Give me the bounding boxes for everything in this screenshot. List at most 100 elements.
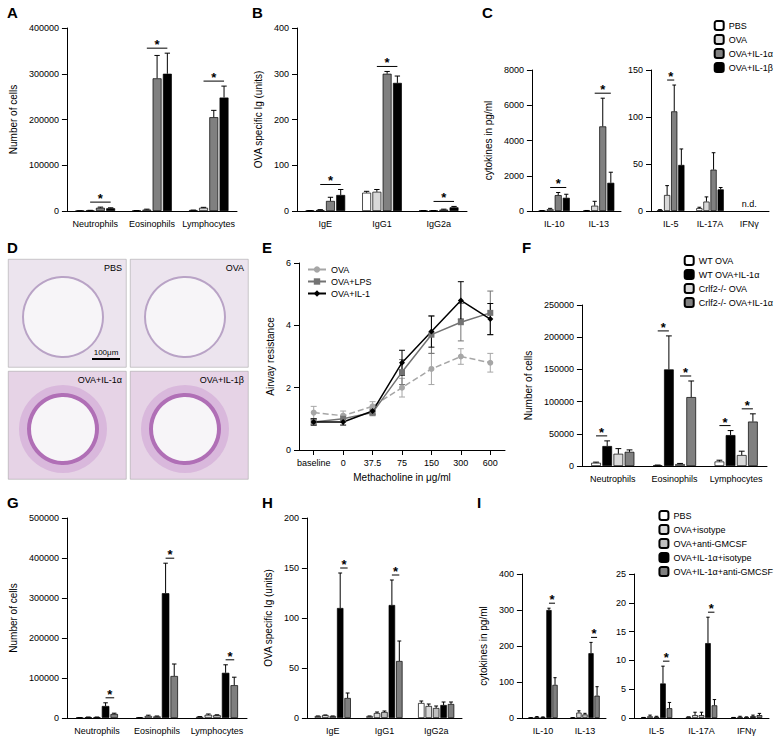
svg-text:400: 400 xyxy=(274,23,289,33)
svg-text:150: 150 xyxy=(284,563,299,573)
svg-text:*: * xyxy=(668,69,674,84)
svg-text:IFNγ: IFNγ xyxy=(740,219,759,229)
svg-text:400: 400 xyxy=(499,569,514,579)
svg-text:6000: 6000 xyxy=(504,100,524,110)
svg-text:OVA: OVA xyxy=(226,263,244,273)
svg-text:OVA+IL-1α+isotype: OVA+IL-1α+isotype xyxy=(673,553,751,563)
svg-text:200000: 200000 xyxy=(29,115,59,125)
svg-text:Lymphocytes: Lymphocytes xyxy=(710,474,763,484)
svg-text:IL-10: IL-10 xyxy=(544,219,565,229)
svg-text:B: B xyxy=(252,4,263,21)
svg-text:OVA+IL-1α: OVA+IL-1α xyxy=(78,375,122,385)
svg-text:0: 0 xyxy=(54,713,59,723)
svg-text:200: 200 xyxy=(274,115,289,125)
svg-text:*: * xyxy=(549,592,555,607)
svg-text:A: A xyxy=(7,4,18,21)
svg-text:10: 10 xyxy=(616,655,626,665)
svg-text:*: * xyxy=(393,564,399,579)
svg-text:PBS: PBS xyxy=(729,21,747,31)
svg-text:50000: 50000 xyxy=(549,429,574,439)
svg-text:IL-5: IL-5 xyxy=(649,726,665,736)
svg-text:PBS: PBS xyxy=(104,263,122,273)
svg-text:OVA+IL-1: OVA+IL-1 xyxy=(331,289,370,299)
svg-text:IL-5: IL-5 xyxy=(663,219,679,229)
svg-text:*: * xyxy=(599,425,605,440)
svg-text:*: * xyxy=(683,365,689,380)
svg-text:200000: 200000 xyxy=(29,633,59,643)
svg-text:Neutrophils: Neutrophils xyxy=(590,474,636,484)
svg-text:IL-17A: IL-17A xyxy=(697,219,724,229)
svg-text:*: * xyxy=(556,176,562,191)
svg-text:*: * xyxy=(328,173,334,188)
svg-text:Neutrophils: Neutrophils xyxy=(73,219,119,229)
svg-text:300: 300 xyxy=(453,458,468,468)
svg-text:*: * xyxy=(592,626,598,641)
svg-text:100μm: 100μm xyxy=(94,348,119,357)
svg-text:*: * xyxy=(385,55,391,70)
svg-text:*: * xyxy=(664,650,670,665)
svg-text:2000: 2000 xyxy=(504,171,524,181)
svg-text:cytokines in pg/ml: cytokines in pg/ml xyxy=(483,101,494,180)
svg-text:IgE: IgE xyxy=(326,726,340,736)
svg-text:I: I xyxy=(477,494,481,511)
svg-text:OVA: OVA xyxy=(331,265,349,275)
svg-text:IgG2a: IgG2a xyxy=(424,726,449,736)
svg-text:100: 100 xyxy=(628,112,643,122)
svg-text:*: * xyxy=(709,601,715,616)
svg-text:WT OVA+IL-1α: WT OVA+IL-1α xyxy=(699,270,760,280)
svg-text:D: D xyxy=(7,239,18,256)
svg-text:0: 0 xyxy=(284,206,289,216)
svg-text:Lymphocytes: Lymphocytes xyxy=(191,726,244,736)
svg-text:0: 0 xyxy=(509,713,514,723)
svg-text:OVA+IL-1α+anti-GMCSF: OVA+IL-1α+anti-GMCSF xyxy=(673,567,773,577)
svg-text:Crlf2-/- OVA+IL-1α: Crlf2-/- OVA+IL-1α xyxy=(699,298,773,308)
svg-text:Airway resistance: Airway resistance xyxy=(265,317,276,396)
svg-text:100: 100 xyxy=(284,613,299,623)
svg-text:n.d.: n.d. xyxy=(742,199,757,209)
svg-text:*: * xyxy=(98,191,104,206)
svg-text:300000: 300000 xyxy=(29,69,59,79)
svg-text:Crlf2-/- OVA: Crlf2-/- OVA xyxy=(699,284,747,294)
svg-text:300: 300 xyxy=(499,605,514,615)
svg-text:Eosinophils: Eosinophils xyxy=(134,726,181,736)
svg-text:OVA+IL-1β: OVA+IL-1β xyxy=(200,375,244,385)
svg-text:*: * xyxy=(661,320,667,335)
svg-text:100: 100 xyxy=(499,677,514,687)
svg-text:cytokines in pg/ml: cytokines in pg/ml xyxy=(478,606,489,685)
svg-text:400000: 400000 xyxy=(29,553,59,563)
svg-text:300000: 300000 xyxy=(29,593,59,603)
svg-text:OVA+IL-1α: OVA+IL-1α xyxy=(729,49,773,59)
svg-text:4: 4 xyxy=(286,320,291,330)
svg-text:200: 200 xyxy=(284,513,299,523)
svg-text:IgG2a: IgG2a xyxy=(426,219,451,229)
svg-text:F: F xyxy=(522,239,531,256)
svg-text:100000: 100000 xyxy=(544,397,574,407)
svg-text:0: 0 xyxy=(294,713,299,723)
svg-text:C: C xyxy=(482,4,493,21)
svg-text:600: 600 xyxy=(483,458,498,468)
svg-text:IgG1: IgG1 xyxy=(375,726,395,736)
svg-text:*: * xyxy=(441,190,447,205)
svg-text:OVA+IL-1β: OVA+IL-1β xyxy=(729,63,773,73)
svg-text:0: 0 xyxy=(54,206,59,216)
svg-text:0: 0 xyxy=(286,445,291,455)
svg-text:400000: 400000 xyxy=(29,23,59,33)
svg-text:100000: 100000 xyxy=(29,673,59,683)
svg-text:E: E xyxy=(262,239,272,256)
svg-text:Number of cells: Number of cells xyxy=(8,85,19,154)
svg-text:50: 50 xyxy=(633,159,643,169)
svg-text:0: 0 xyxy=(341,458,346,468)
svg-text:*: * xyxy=(341,557,347,572)
svg-text:Methacholine in μg/ml: Methacholine in μg/ml xyxy=(353,472,450,483)
svg-text:WT OVA: WT OVA xyxy=(699,256,734,266)
svg-text:OVA+anti-GMCSF: OVA+anti-GMCSF xyxy=(673,539,747,549)
svg-text:150000: 150000 xyxy=(544,364,574,374)
svg-text:IFNγ: IFNγ xyxy=(737,726,756,736)
svg-text:6: 6 xyxy=(286,258,291,268)
svg-text:250000: 250000 xyxy=(544,300,574,310)
svg-text:0: 0 xyxy=(569,461,574,471)
svg-text:G: G xyxy=(7,494,19,511)
svg-text:0: 0 xyxy=(638,206,643,216)
svg-text:IL-13: IL-13 xyxy=(588,219,609,229)
svg-text:15: 15 xyxy=(616,627,626,637)
